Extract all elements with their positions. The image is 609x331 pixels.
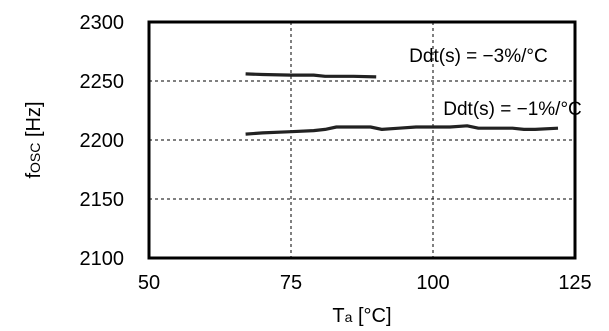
series-line-2 — [245, 124, 559, 136]
x-tick-label: 100 — [416, 272, 449, 294]
y-axis-label: fOSC [Hz] — [23, 101, 45, 178]
y-tick-label: 2300 — [80, 12, 125, 34]
annotation-1: Ddt(s) = −3%/°C — [409, 46, 548, 67]
tick-labels: 50 75 100 125 2100 2150 2200 2250 2300 — [80, 12, 592, 294]
x-axis-label-sub: a — [345, 309, 353, 325]
x-axis-label-unit: [°C] — [352, 305, 391, 327]
x-tick-label: 125 — [558, 272, 591, 294]
annotations: Ddt(s) = −3%/°C Ddt(s) = −1%/°C — [409, 46, 582, 120]
x-tick-label: 50 — [138, 272, 160, 294]
series-layer — [245, 72, 559, 136]
y-tick-label: 2150 — [80, 189, 125, 211]
y-axis-label-main: f — [23, 173, 45, 179]
y-tick-label: 2100 — [80, 248, 125, 270]
grid-lines — [149, 22, 575, 258]
y-axis-label-sub: OSC — [27, 143, 43, 173]
y-tick-label: 2250 — [80, 71, 125, 93]
plot-frame — [147, 20, 577, 260]
series-line-1 — [245, 72, 377, 79]
annotation-2: Ddt(s) = −1%/°C — [443, 99, 582, 120]
y-tick-label: 2200 — [80, 130, 125, 152]
x-axis-label: Ta [°C] — [332, 305, 391, 327]
x-tick-label: 75 — [280, 272, 302, 294]
x-axis-label-main: T — [332, 305, 344, 327]
y-axis-label-unit: [Hz] — [23, 101, 45, 142]
